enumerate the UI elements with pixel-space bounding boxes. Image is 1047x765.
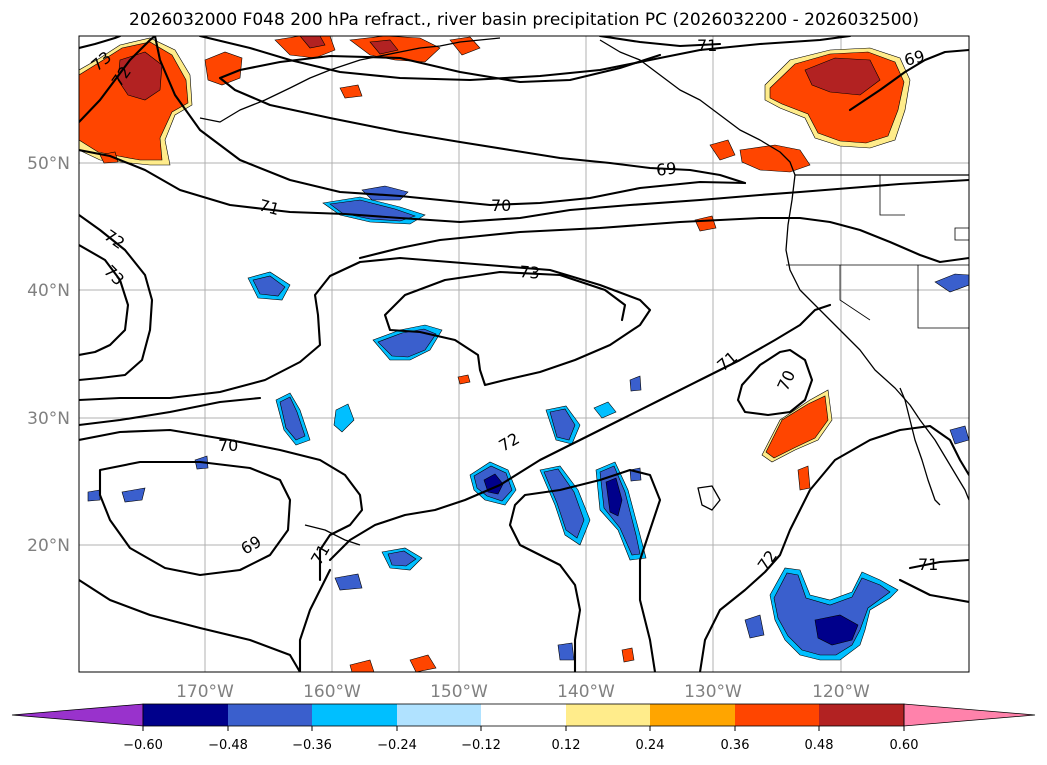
lon-label: 170°W [176, 682, 234, 702]
latitude-labels: 50°N 40°N 30°N 20°N [27, 154, 70, 556]
gridlines [79, 36, 969, 672]
contour-label: 69 [655, 158, 678, 180]
contour-label: 71 [697, 36, 717, 55]
colorbar-tick-label: 0.12 [552, 738, 581, 753]
colorbar-swatch [735, 704, 819, 726]
colorbar-swatch [228, 704, 312, 726]
lat-label: 50°N [27, 154, 70, 174]
colorbar-tick-label: 0.24 [636, 738, 665, 753]
refractivity-contours [79, 36, 969, 672]
political-borders [786, 174, 969, 329]
longitude-labels: 170°W 160°W 150°W 140°W 130°W 120°W [176, 682, 870, 702]
colorbar-swatch [650, 704, 735, 726]
colorbar-swatch [312, 704, 397, 726]
colorbar-swatch [819, 704, 904, 726]
colorbar-swatch [397, 704, 481, 726]
contour-label: 73 [519, 262, 541, 283]
lon-label: 150°W [430, 682, 488, 702]
negative-precip-areas [87, 185, 969, 661]
colorbar-extend-low [11, 703, 144, 727]
contour-label: 70 [218, 436, 238, 455]
map-frame [78, 35, 970, 673]
lat-label: 30°N [27, 409, 70, 429]
colorbar-tick-label: 0.36 [721, 738, 750, 753]
colorbar-outline [142, 703, 905, 727]
lon-label: 120°W [812, 682, 870, 702]
colorbar-swatch [566, 704, 650, 726]
coastlines [199, 37, 969, 546]
colorbar-swatch [481, 704, 566, 726]
colorbar-tick-label: 0.60 [890, 738, 919, 753]
lon-label: 130°W [684, 682, 742, 702]
colorbar-tick-label: −0.36 [292, 738, 332, 753]
colorbar-tick-label: −0.48 [208, 738, 248, 753]
contour-label: 69 [902, 46, 927, 70]
colorbar-ticks [142, 726, 905, 731]
colorbar-tick-label: −0.12 [461, 738, 501, 753]
colorbar-tick-label: 0.48 [805, 738, 834, 753]
colorbar-tick-label: −0.60 [123, 738, 163, 753]
map-area: 73 72 71 69 69 71 70 72 73 73 71 70 72 7… [79, 36, 969, 672]
colorbar-extend-high [903, 703, 1036, 727]
colorbar: −0.60 −0.48 −0.36 −0.24 −0.12 0.12 0.24 … [11, 703, 1036, 753]
colorbar-swatch [143, 704, 228, 726]
colorbar-tick-label: −0.24 [377, 738, 417, 753]
lat-label: 40°N [27, 281, 70, 301]
lon-label: 140°W [557, 682, 615, 702]
lat-label: 20°N [27, 536, 70, 556]
contour-label: 71 [918, 555, 938, 574]
lon-label: 160°W [303, 682, 361, 702]
contour-label: 70 [491, 196, 511, 215]
map-title: 2026032000 F048 200 hPa refract., river … [129, 10, 919, 30]
contour-label: 71 [257, 196, 282, 220]
